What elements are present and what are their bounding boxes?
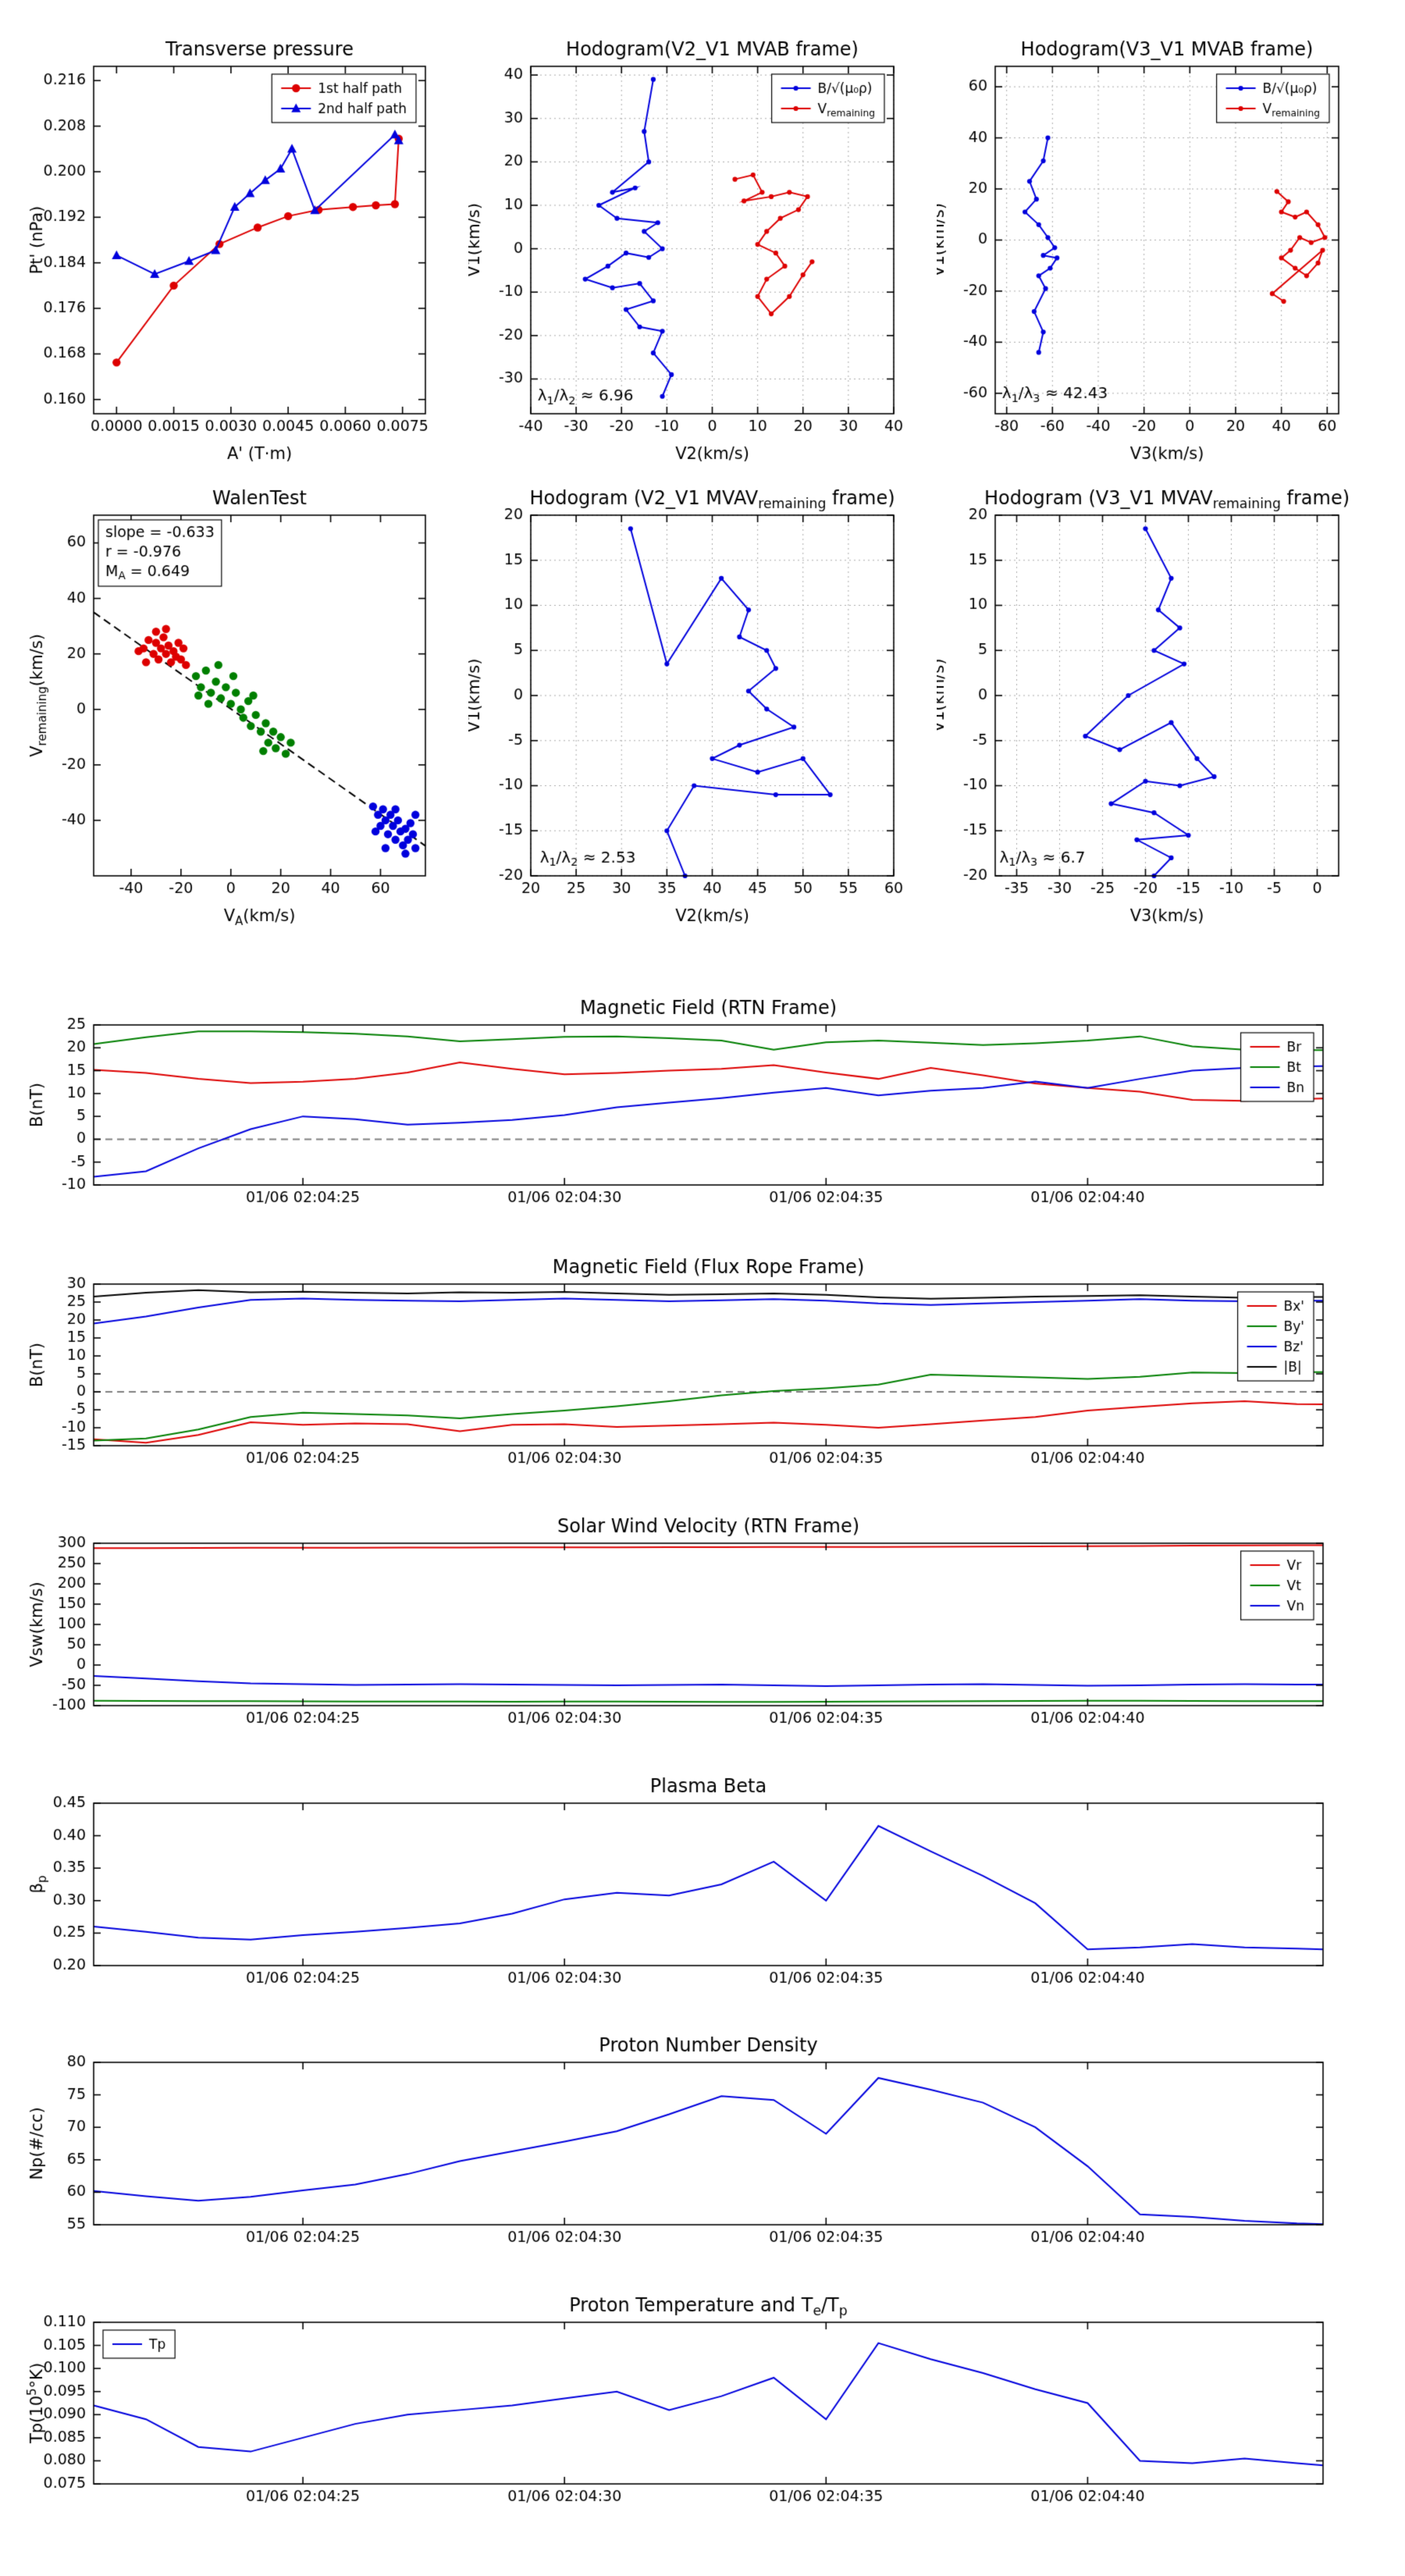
chart-proton-density <box>0 2006 1405 2264</box>
chart-magnetic-field-rtn <box>0 968 1405 1226</box>
chart-hodogram-v3v1-mvav <box>937 437 1405 937</box>
chart-solar-wind-velocity <box>0 1487 1405 1745</box>
chart-magnetic-field-fluxrope <box>0 1226 1405 1483</box>
chart-walen-test <box>0 437 468 937</box>
chart-plasma-beta <box>0 1749 1405 2006</box>
chart-proton-temperature <box>0 2268 1405 2525</box>
chart-hodogram-v2v1-mvab <box>468 0 937 500</box>
chart-hodogram-v3v1-mvab <box>937 0 1405 500</box>
chart-transverse-pressure <box>0 0 468 500</box>
chart-hodogram-v2v1-mvav <box>468 437 937 937</box>
